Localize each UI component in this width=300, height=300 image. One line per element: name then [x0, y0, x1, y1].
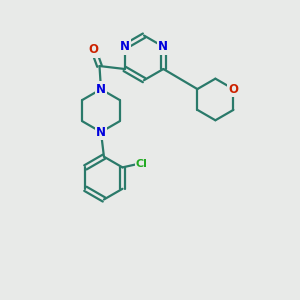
Text: O: O [88, 43, 98, 56]
Text: N: N [96, 125, 106, 139]
Text: N: N [158, 40, 168, 53]
Text: Cl: Cl [136, 159, 148, 170]
Text: N: N [120, 40, 130, 53]
Text: N: N [96, 83, 106, 96]
Text: O: O [228, 82, 239, 96]
